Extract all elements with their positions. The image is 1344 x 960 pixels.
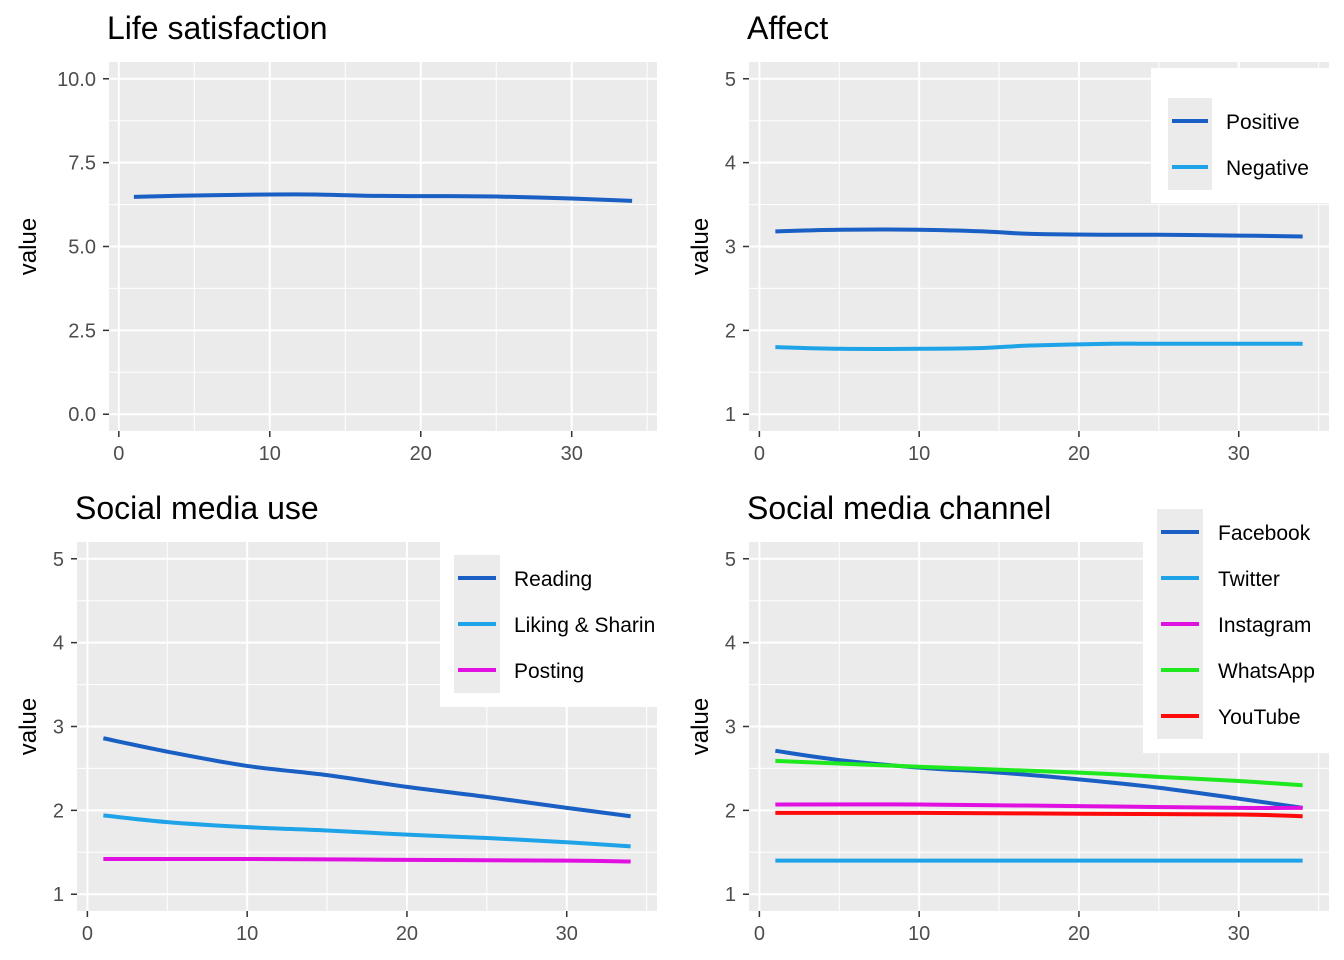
- y-tick-label: 5: [725, 69, 736, 91]
- x-tick-label: 0: [754, 923, 765, 945]
- series-line-instagram: [775, 802, 1303, 810]
- y-tick-label: 10.0: [57, 69, 96, 91]
- legend-label: Negative: [1226, 157, 1309, 180]
- y-tick-label: 4: [725, 153, 736, 175]
- x-tick-label: 20: [1068, 923, 1090, 945]
- x-tick-label: 0: [754, 443, 765, 465]
- y-tick-label: 5.0: [68, 237, 96, 259]
- series-line-liking-sharin: [103, 813, 631, 849]
- legend-label: Liking & Sharin: [514, 614, 655, 637]
- legend-label: WhatsApp: [1218, 660, 1315, 683]
- y-axis-label: value: [687, 698, 714, 755]
- legend-label: Positive: [1226, 111, 1300, 134]
- series-line-whatsapp: [775, 758, 1303, 788]
- y-tick-label: 1: [725, 884, 736, 906]
- y-tick-label: 3: [725, 237, 736, 259]
- legend-label: Facebook: [1218, 522, 1311, 545]
- panel-4: 0 10 20 30 1 2 3 4 5 Social media channel value Fac…: [687, 490, 1329, 945]
- series-line-youtube: [775, 810, 1303, 819]
- y-tick-label: 2: [725, 800, 736, 822]
- y-tick-label: 3: [725, 717, 736, 739]
- y-tick-label: 7.5: [68, 153, 96, 175]
- x-tick-label: 20: [410, 443, 432, 465]
- x-tick-label: 0: [113, 443, 124, 465]
- legend: Facebook Twitter Instagram WhatsApp YouTube: [1143, 506, 1329, 753]
- y-tick-label: 1: [53, 884, 64, 906]
- panel-title: Social media use: [75, 490, 319, 526]
- legend-label: Reading: [514, 568, 592, 591]
- y-tick-label: 0.0: [68, 404, 96, 426]
- y-axis-label: value: [15, 698, 42, 755]
- panel-3: 0 10 20 30 1 2 3 4 5 Social media use value Reading…: [15, 490, 657, 945]
- y-tick-label: 4: [725, 633, 736, 655]
- legend-label: Twitter: [1218, 568, 1280, 591]
- x-tick-label: 30: [556, 923, 578, 945]
- x-tick-label: 20: [396, 923, 418, 945]
- y-axis-label: value: [15, 218, 42, 275]
- series-line-reading: [102, 736, 631, 819]
- legend: Positive Negative: [1151, 68, 1329, 203]
- y-tick-label: 2.5: [68, 320, 96, 342]
- series-line-negative: [775, 341, 1303, 351]
- y-tick-label: 5: [53, 549, 64, 571]
- x-tick-label: 0: [82, 923, 93, 945]
- panel-2: 0 10 20 30 1 2 3 4 5 Affect value Positive Negative: [687, 10, 1329, 465]
- series-line-1: [133, 192, 633, 203]
- y-tick-label: 4: [53, 633, 64, 655]
- panel-title: Social media channel: [747, 490, 1051, 526]
- x-tick-label: 30: [1228, 923, 1250, 945]
- y-tick-label: 1: [725, 404, 736, 426]
- legend: Reading Liking & Sharin Posting: [440, 542, 657, 707]
- x-tick-label: 10: [908, 443, 930, 465]
- x-tick-label: 10: [259, 443, 281, 465]
- legend-label: Instagram: [1218, 614, 1311, 637]
- x-tick-label: 10: [236, 923, 258, 945]
- x-tick-label: 20: [1068, 443, 1090, 465]
- legend-label: YouTube: [1218, 706, 1301, 729]
- panel-1: 0 10 20 30 0.0 2.5 5.0 7.5 10.0 Life satisfaction…: [15, 10, 657, 465]
- y-tick-label: 2: [53, 800, 64, 822]
- x-tick-label: 30: [1228, 443, 1250, 465]
- x-tick-label: 30: [561, 443, 583, 465]
- y-tick-label: 5: [725, 549, 736, 571]
- series-line-posting: [103, 856, 631, 864]
- legend-label: Posting: [514, 660, 584, 683]
- panel-title: Affect: [747, 10, 828, 46]
- y-tick-label: 3: [53, 717, 64, 739]
- series-line-positive: [775, 227, 1303, 239]
- series-line-facebook: [775, 748, 1303, 810]
- y-axis-label: value: [687, 218, 714, 275]
- panel-title: Life satisfaction: [107, 10, 328, 46]
- y-tick-label: 2: [725, 320, 736, 342]
- x-tick-label: 10: [908, 923, 930, 945]
